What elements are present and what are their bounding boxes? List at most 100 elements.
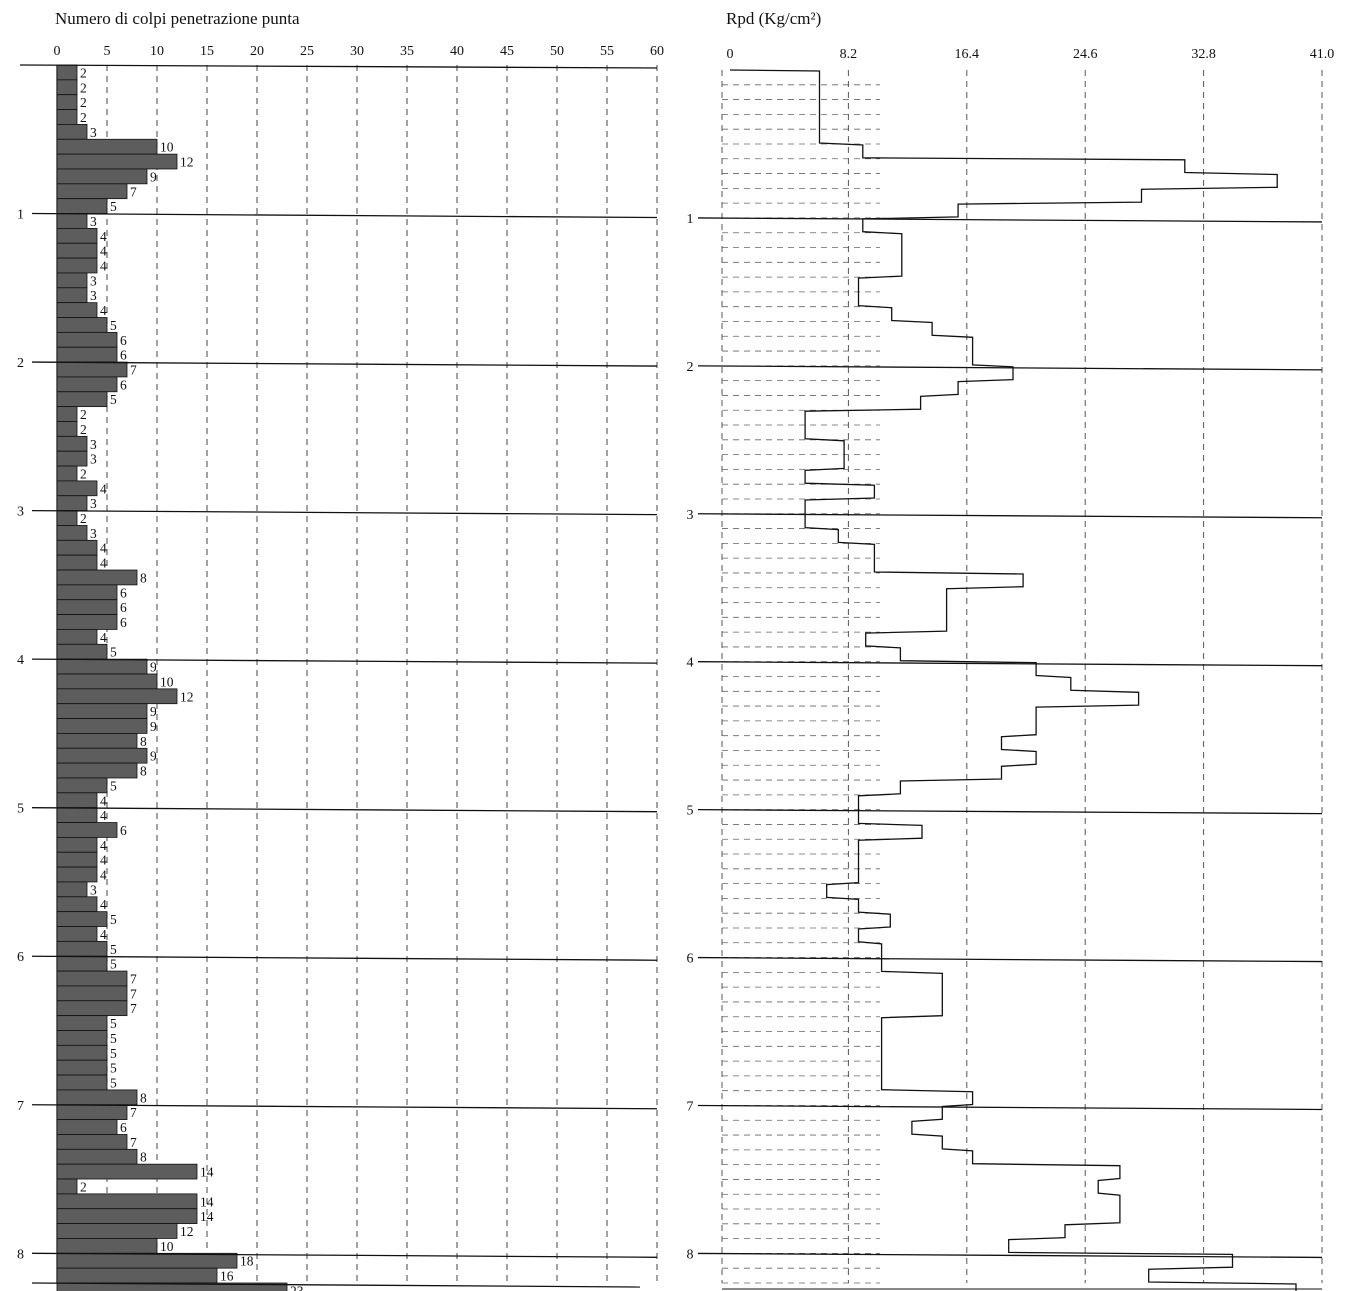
rpd-depth-lines: 1 2 3 4 5 6 7 8 xyxy=(687,212,1323,1290)
blow-count-x-tick-label: 20 xyxy=(250,44,264,59)
blow-count-value-label: 4 xyxy=(100,853,107,868)
blow-count-x-tick-label: 40 xyxy=(450,44,464,59)
blow-count-bar xyxy=(56,985,128,1002)
blow-count-value-label: 4 xyxy=(100,630,107,645)
blow-count-bar xyxy=(56,614,118,630)
blow-count-value-label: 8 xyxy=(140,570,147,585)
blow-count-value-label: 5 xyxy=(110,1031,117,1046)
blow-count-depth-label: 4 xyxy=(17,653,24,668)
blow-count-value-label: 5 xyxy=(110,392,117,407)
blow-count-bar xyxy=(56,822,118,838)
blow-count-x-tick-labels: 0 5 10 15 20 25 30 35 40 45 50 55 60 xyxy=(54,44,665,59)
blow-count-depth-line xyxy=(31,212,658,219)
blow-count-bars xyxy=(56,64,288,1291)
blow-count-value-label: 12 xyxy=(180,1224,194,1239)
rpd-depth-line xyxy=(697,217,1323,223)
blow-count-bar xyxy=(56,525,88,541)
blow-count-value-label: 5 xyxy=(110,942,117,957)
blow-count-bar xyxy=(56,435,88,452)
blow-count-value-label: 3 xyxy=(90,125,97,140)
rpd-depth-label: 8 xyxy=(687,1247,694,1262)
blow-count-bar xyxy=(56,762,138,779)
blow-count-bar xyxy=(56,836,98,853)
blow-count-value-label: 2 xyxy=(80,1179,87,1194)
blow-count-bar xyxy=(56,1223,178,1239)
blow-count-value-label: 7 xyxy=(130,184,137,199)
blow-count-value-label: 5 xyxy=(110,318,117,333)
blow-count-bar xyxy=(56,227,98,244)
blow-count-value-label: 3 xyxy=(90,452,97,467)
rpd-x-tick-label: 0 xyxy=(727,47,734,62)
blow-count-bar xyxy=(56,1282,288,1291)
blow-count-depth-label: 7 xyxy=(17,1099,24,1114)
rpd-chart: Rpd (Kg/cm²) 0 8.2 16.4 24.6 32.8 41.0 1 2 3 4 5 6… xyxy=(687,9,1335,1291)
blow-count-value-label: 6 xyxy=(120,377,127,392)
blow-count-depth-line xyxy=(31,955,658,961)
blow-count-value-label: 3 xyxy=(90,437,97,452)
rpd-depth-line xyxy=(697,808,1323,815)
blow-count-value-label: 4 xyxy=(100,868,107,883)
blow-count-depth-line xyxy=(31,1252,658,1258)
blow-count-bottom-line xyxy=(31,1282,641,1288)
blow-count-value-label: 9 xyxy=(150,704,157,719)
blow-count-bar xyxy=(56,569,138,586)
blow-count-bar xyxy=(56,242,98,259)
blow-count-value-label: 2 xyxy=(80,65,87,80)
blow-count-value-label: 2 xyxy=(80,511,87,526)
blow-count-value-label: 4 xyxy=(100,481,107,496)
blow-count-x-tick-label: 35 xyxy=(400,44,414,59)
blow-count-bar xyxy=(56,1089,138,1106)
blow-count-chart-title: Numero di colpi penetrazione punta xyxy=(55,9,300,28)
blow-count-bar xyxy=(56,450,88,467)
blow-count-bar xyxy=(56,926,98,942)
blow-count-bar xyxy=(56,1030,108,1046)
blow-count-value-label: 6 xyxy=(120,585,127,600)
blow-count-depth-label: 6 xyxy=(17,950,24,965)
blow-count-bar xyxy=(56,866,98,883)
blow-count-value-label: 5 xyxy=(110,1075,117,1090)
blow-count-value-label: 3 xyxy=(90,273,97,288)
blow-count-bar xyxy=(56,673,158,690)
rpd-x-tick-label: 41.0 xyxy=(1310,47,1335,62)
blow-count-value-label: 5 xyxy=(110,1046,117,1061)
blow-count-value-label: 4 xyxy=(100,229,107,244)
blow-count-depth-label: 1 xyxy=(17,208,24,223)
blow-count-x-tick-label: 45 xyxy=(500,44,514,59)
blow-count-bar xyxy=(56,1059,108,1076)
blow-count-value-label: 3 xyxy=(90,882,97,897)
blow-count-value-label: 7 xyxy=(130,363,137,378)
blow-count-bar xyxy=(56,539,98,556)
rpd-depth-line xyxy=(697,661,1323,667)
blow-count-value-label: 5 xyxy=(110,1061,117,1076)
blow-count-value-label: 9 xyxy=(150,169,157,184)
blow-count-value-label: 10 xyxy=(160,674,174,689)
blow-count-bar xyxy=(56,465,78,482)
blow-count-value-label: 5 xyxy=(110,912,117,927)
blow-count-value-label: 3 xyxy=(90,526,97,541)
rpd-chart-title: Rpd (Kg/cm²) xyxy=(726,9,821,28)
blow-count-bar xyxy=(56,376,118,393)
blow-count-bar xyxy=(56,391,108,408)
blow-count-value-label: 4 xyxy=(100,541,107,556)
blow-count-bar xyxy=(56,1178,78,1195)
rpd-depth-line xyxy=(697,513,1323,519)
blow-count-bar xyxy=(56,421,78,437)
rpd-depth-line xyxy=(697,1104,1323,1111)
blow-count-bar xyxy=(56,1193,198,1210)
blow-count-x-tick-label: 5 xyxy=(104,44,111,59)
blow-count-value-label: 12 xyxy=(180,689,194,704)
blow-count-value-label: 4 xyxy=(100,897,107,912)
blow-count-value-label: 6 xyxy=(120,823,127,838)
blow-count-depth-line xyxy=(31,807,658,813)
blow-count-value-label: 12 xyxy=(180,155,194,170)
blow-count-value-label: 10 xyxy=(160,140,174,155)
blow-count-x-tick-label: 60 xyxy=(650,44,664,59)
blow-count-bar xyxy=(56,1163,198,1180)
blow-count-bar xyxy=(56,584,118,601)
blow-count-bar xyxy=(56,718,148,734)
rpd-depth-label: 1 xyxy=(687,212,694,227)
blow-count-bar xyxy=(56,480,98,497)
blow-count-bar xyxy=(56,1074,108,1091)
blow-count-bar xyxy=(56,970,128,987)
